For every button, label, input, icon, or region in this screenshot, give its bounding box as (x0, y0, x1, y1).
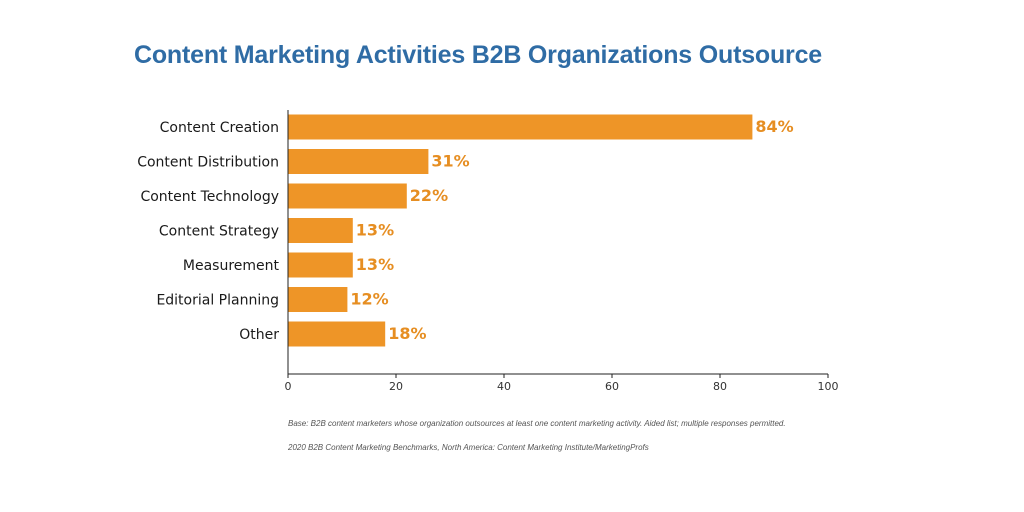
value-label-other: 18% (388, 324, 426, 343)
category-label-content-strategy: Content Strategy (159, 224, 279, 240)
category-label-content-technology: Content Technology (140, 189, 279, 205)
x-tick-label-80: 80 (713, 380, 727, 393)
value-label-content-distribution: 31% (431, 152, 469, 171)
category-label-content-distribution: Content Distribution (137, 155, 279, 171)
x-tick-label-40: 40 (497, 380, 511, 393)
value-label-measurement: 13% (356, 255, 394, 274)
x-tick-label-20: 20 (389, 380, 403, 393)
bar-content-technology (288, 183, 407, 209)
x-tick-label-60: 60 (605, 380, 619, 393)
bar-other (288, 321, 386, 347)
bar-content-distribution (288, 149, 429, 174)
bars-group: Content Creation 84% Content Distribution 3… (137, 114, 794, 347)
value-label-content-creation: 84% (755, 117, 793, 136)
bar-content-creation (288, 114, 753, 140)
x-tick-label-100: 100 (818, 380, 839, 393)
category-label-measurement: Measurement (183, 258, 280, 274)
value-label-editorial-planning: 12% (350, 290, 388, 309)
x-tick-label-0: 0 (285, 380, 292, 393)
axes-group: 0 20 40 60 80 100 (285, 110, 839, 393)
bar-editorial-planning (288, 287, 348, 312)
chart-title: Content Marketing Activities B2B Organiz… (134, 41, 822, 69)
value-label-content-technology: 22% (410, 186, 448, 205)
category-label-other: Other (239, 327, 279, 343)
base-note: Base: B2B content marketers whose organi… (288, 419, 786, 428)
bar-content-strategy (288, 218, 353, 243)
category-label-editorial-planning: Editorial Planning (156, 293, 279, 309)
bar-measurement (288, 252, 353, 278)
category-label-content-creation: Content Creation (160, 120, 279, 136)
source-note: 2020 B2B Content Marketing Benchmarks, N… (288, 443, 649, 452)
value-label-content-strategy: 13% (356, 221, 394, 240)
